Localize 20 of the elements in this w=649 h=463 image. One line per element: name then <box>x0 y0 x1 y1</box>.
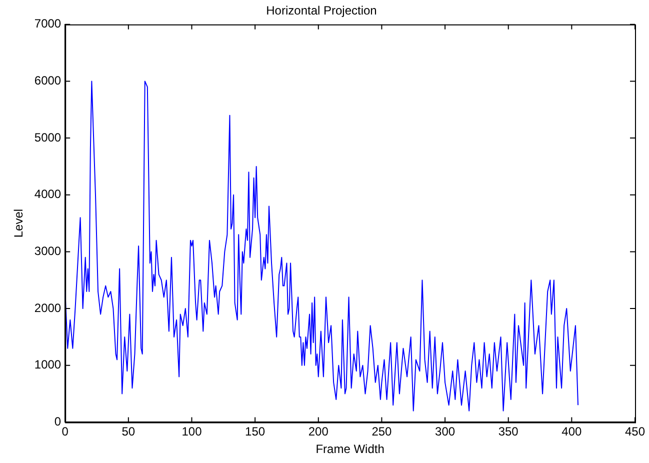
x-tick-label: 350 <box>498 424 519 439</box>
x-tick-label: 300 <box>435 424 456 439</box>
x-tick-label: 250 <box>372 424 392 439</box>
x-axis-title: Frame Width <box>316 442 384 456</box>
y-tick-label: 4000 <box>34 187 62 202</box>
x-tick-label: 400 <box>562 424 582 439</box>
x-tick-label: 100 <box>182 424 202 439</box>
y-tick-label: 2000 <box>34 300 62 315</box>
y-tick-label: 1000 <box>34 358 62 372</box>
x-tick-label: 200 <box>308 424 329 439</box>
y-tick-label: 5000 <box>34 130 62 144</box>
chart-title: Horizontal Projection <box>266 4 377 18</box>
y-axis-title: Level <box>12 208 26 238</box>
y-tick-label: 7000 <box>34 16 62 31</box>
x-tick-label: 50 <box>122 424 136 439</box>
y-tick-label: 6000 <box>34 74 62 88</box>
y-tick-label: 3000 <box>34 244 62 258</box>
y-tick-label: 0 <box>54 414 62 429</box>
x-tick-label: 150 <box>245 424 266 439</box>
x-tick-label: 450 <box>624 424 646 439</box>
